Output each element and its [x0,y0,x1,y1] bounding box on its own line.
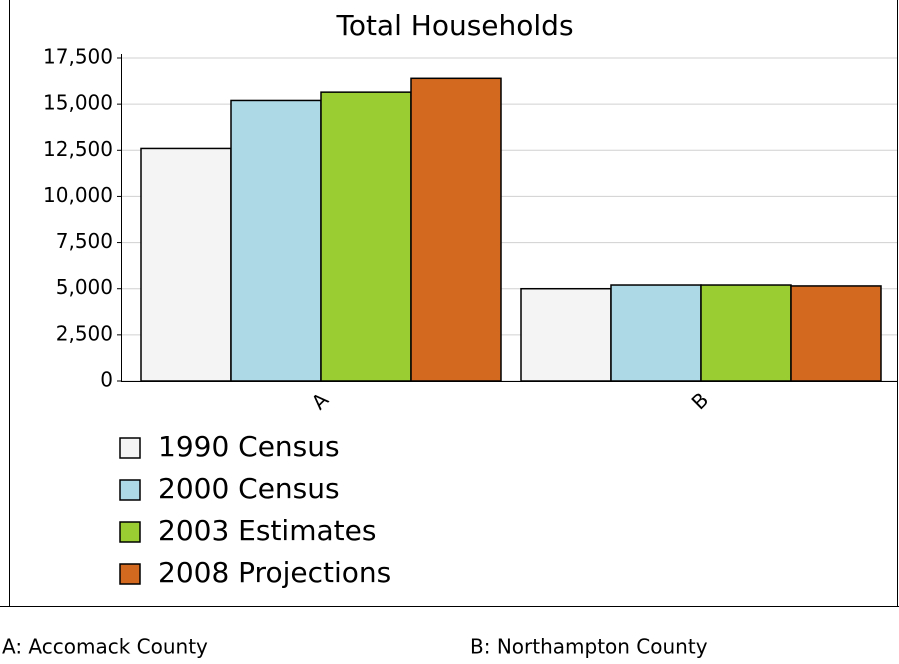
bar [610,284,702,382]
legend-label: 2000 Census [158,472,340,505]
legend-label: 2008 Projections [158,556,391,589]
legend-label: 2003 Estimates [158,514,376,547]
y-tick-label: 10,000 [43,183,113,207]
y-tick-label: 0 [100,368,113,392]
bar [700,284,792,382]
y-tick-label: 17,500 [43,45,113,69]
bar [230,99,322,382]
bar [140,147,232,382]
bar [790,285,882,382]
y-tick-label: 12,500 [43,137,113,161]
legend-swatch [119,521,141,543]
y-tick-label: 7,500 [56,229,113,253]
footnote: B: Northampton County [470,635,708,659]
y-tick-label: 2,500 [56,321,113,345]
y-tick-label: 15,000 [43,91,113,115]
chart-title: Total Households [335,9,573,42]
bar [410,77,502,382]
y-tick-label: 5,000 [56,275,113,299]
footnote: A: Accomack County [2,635,208,659]
legend-label: 1990 Census [158,430,340,463]
bar [320,91,412,382]
legend-swatch [119,479,141,501]
legend-swatch [119,563,141,585]
legend-swatch [119,437,141,459]
bar [520,287,612,382]
